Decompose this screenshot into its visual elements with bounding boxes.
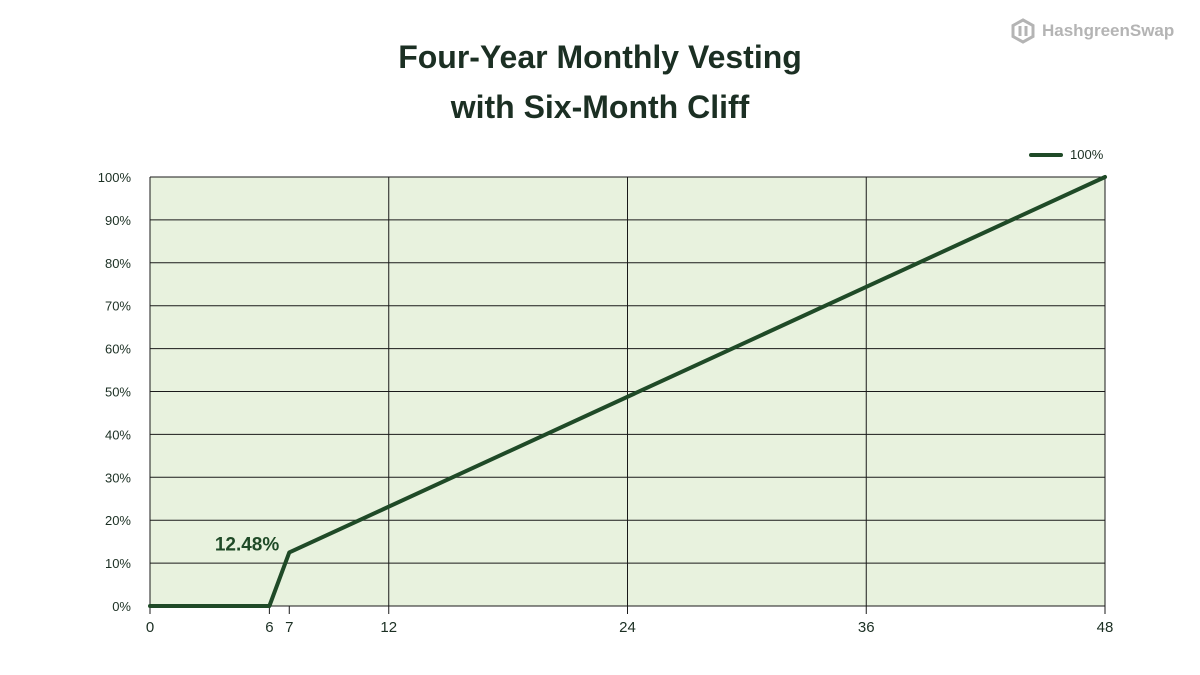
x-tick-label: 36	[858, 619, 875, 636]
brand-logo: HashgreenSwap	[1010, 18, 1174, 44]
x-tick-label: 48	[1097, 619, 1114, 636]
chart-title-line-1: Four-Year Monthly Vesting	[398, 39, 802, 75]
x-tick-label: 12	[380, 619, 397, 636]
y-tick-label: 10%	[105, 556, 131, 571]
cliff-value-label: 12.48%	[215, 534, 280, 555]
y-tick-label: 0%	[112, 599, 131, 614]
y-tick-label: 60%	[105, 342, 131, 357]
legend-label: 100%	[1070, 147, 1104, 162]
x-tick-label: 7	[285, 619, 293, 636]
y-tick-label: 80%	[105, 256, 131, 271]
y-tick-label: 70%	[105, 299, 131, 314]
y-tick-label: 50%	[105, 385, 131, 400]
y-tick-label: 30%	[105, 470, 131, 485]
chart-title-line-2: with Six-Month Cliff	[450, 89, 750, 125]
x-tick-label: 24	[619, 619, 636, 636]
x-tick-label: 6	[265, 619, 273, 636]
y-tick-label: 40%	[105, 427, 131, 442]
chart-title: Four-Year Monthly Vesting with Six-Month…	[0, 32, 1200, 132]
y-tick-label: 100%	[98, 170, 132, 185]
x-tick-label: 0	[146, 619, 154, 636]
series-line	[148, 175, 1107, 608]
y-tick-label: 20%	[105, 513, 131, 528]
brand-name: HashgreenSwap	[1042, 21, 1175, 40]
y-tick-label: 90%	[105, 213, 131, 228]
hexagon-logo-icon	[1011, 18, 1035, 44]
